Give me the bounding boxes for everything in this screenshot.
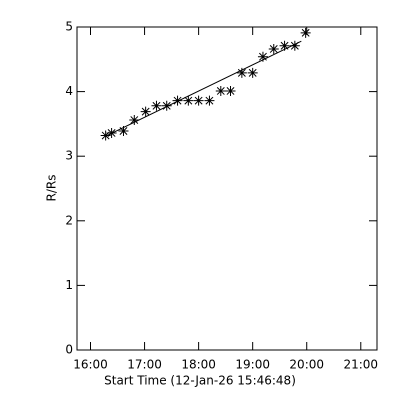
plot-frame [76, 26, 378, 351]
x-axis-label: Start Time (12-Jan-26 15:46:48) [104, 374, 296, 388]
y-tick-label: 1 [65, 278, 73, 292]
point [247, 67, 258, 78]
point [140, 106, 151, 117]
point [215, 85, 226, 96]
x-tick-label: 19:00 [235, 358, 270, 372]
point [300, 27, 311, 38]
point [193, 95, 204, 106]
point [118, 126, 129, 137]
point [106, 127, 117, 138]
y-tick-label: 0 [65, 343, 73, 357]
y-tick-label: 3 [65, 149, 73, 163]
y-tick-label: 5 [65, 20, 73, 34]
point [204, 95, 215, 106]
y-tick-label: 2 [65, 213, 73, 227]
point [100, 130, 111, 141]
fit-line [105, 40, 302, 137]
x-tick-label: 17:00 [127, 358, 162, 372]
point [161, 100, 172, 111]
point [236, 67, 247, 78]
point [289, 40, 300, 51]
point [257, 51, 268, 62]
x-tick-label: 16:00 [73, 358, 108, 372]
point [268, 43, 279, 54]
point [225, 85, 236, 96]
x-tick-label: 20:00 [289, 358, 324, 372]
point [129, 115, 140, 126]
y-axis-label: R/Rs [45, 175, 59, 202]
point [151, 100, 162, 111]
point [183, 95, 194, 106]
point [172, 95, 183, 106]
x-tick-label: 21:00 [343, 358, 378, 372]
point [279, 40, 290, 51]
x-tick-label: 18:00 [181, 358, 216, 372]
y-tick-label: 4 [65, 84, 73, 98]
